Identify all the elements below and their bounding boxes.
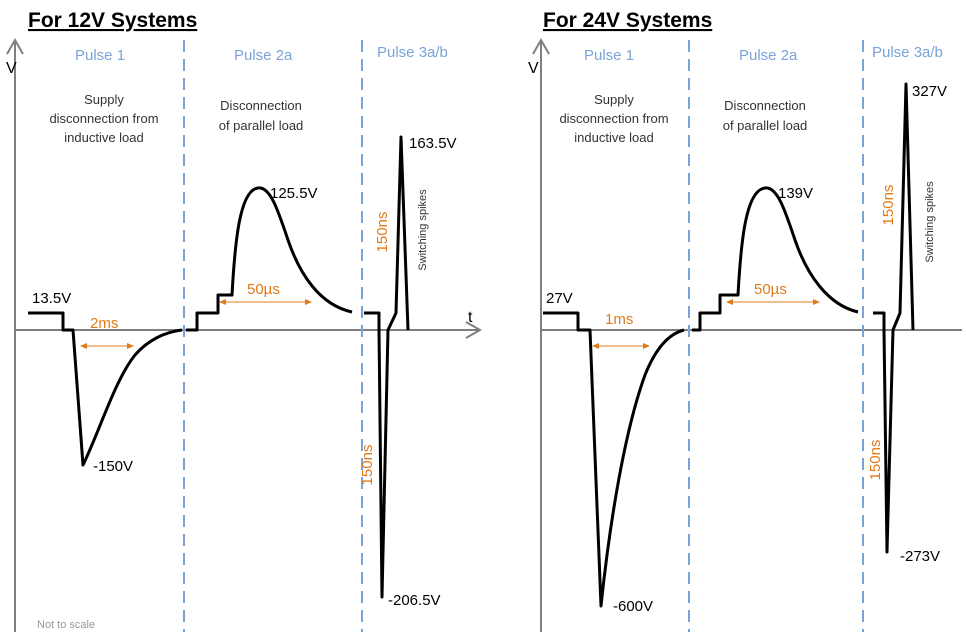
rise-time-label: 150ns — [374, 212, 391, 253]
panel-24v: For 24V Systems V Pulse 1 Pulse 2a Pulse… — [528, 9, 962, 632]
arrow-head — [80, 343, 87, 349]
pulse2-waveform — [186, 186, 353, 332]
panel-title: For 24V Systems — [543, 9, 712, 32]
pulse-label-2a: Pulse 2a — [234, 47, 293, 64]
baseline-value: 13.5V — [32, 290, 71, 307]
footnote: Not to scale — [37, 619, 95, 631]
pulse1-desc-line: disconnection from — [559, 111, 668, 126]
y-axis-label: V — [528, 60, 539, 77]
pulse1-desc-line: disconnection from — [49, 111, 158, 126]
fall-time-label: 150ns — [867, 440, 884, 481]
pulse1-desc-line: inductive load — [574, 130, 654, 145]
switching-spikes-label: Switching spikes — [924, 181, 936, 263]
pulse-label-1: Pulse 1 — [584, 47, 634, 64]
pulse1-duration-label: 2ms — [90, 315, 118, 332]
pulse3-min-value: -273V — [900, 548, 940, 565]
pulse3-min-value: -206.5V — [388, 592, 441, 609]
pulse2-desc-line: Disconnection — [220, 98, 302, 113]
pulse2-waveform — [692, 186, 859, 332]
pulse1-desc-line: Supply — [594, 92, 634, 107]
pulse1-duration-label: 1ms — [605, 311, 633, 328]
pulse2-desc-line: of parallel load — [723, 118, 808, 133]
pulse1-min-value: -600V — [613, 598, 653, 615]
rise-time-label: 150ns — [880, 185, 897, 226]
arrow-head — [643, 343, 650, 349]
pulse2-desc-line: of parallel load — [219, 118, 304, 133]
fall-time-label: 150ns — [359, 445, 376, 486]
switching-spikes-label: Switching spikes — [417, 189, 429, 271]
baseline-value: 27V — [546, 290, 573, 307]
panel-12v: For 12V Systems V t Pulse 1 Pulse 2a Pul… — [6, 9, 483, 632]
pulse2-duration-label: 50µs — [754, 281, 787, 298]
pulse2-duration-label: 50µs — [247, 281, 280, 298]
y-axis-arrow — [6, 37, 24, 55]
x-axis-label: t — [468, 309, 473, 326]
x-axis-arrow — [465, 321, 483, 339]
pulse2-desc-line: Disconnection — [724, 98, 806, 113]
y-axis-label: V — [6, 60, 17, 77]
pulse-label-3ab: Pulse 3a/b — [872, 44, 943, 61]
pulse2-peak-value: 139V — [778, 185, 813, 202]
arrow-head — [305, 299, 312, 305]
pulse-label-3ab: Pulse 3a/b — [377, 44, 448, 61]
pulse1-waveform — [28, 311, 183, 467]
arrow-head — [127, 343, 134, 349]
arrow-head — [592, 343, 599, 349]
pulse3-peak-value: 163.5V — [409, 135, 457, 152]
y-axis-arrow — [532, 37, 550, 55]
pulse1-waveform — [543, 311, 685, 608]
pulse3-waveform — [364, 135, 410, 599]
pulse3-peak-value: 327V — [912, 83, 947, 100]
pulse1-desc-line: Supply — [84, 92, 124, 107]
arrow-head — [813, 299, 820, 305]
pulse1-desc-line: inductive load — [64, 130, 144, 145]
arrow-head — [726, 299, 733, 305]
pulse3-waveform — [873, 82, 915, 554]
pulse2-peak-value: 125.5V — [270, 185, 318, 202]
panel-title: For 12V Systems — [28, 9, 197, 32]
pulse-label-2a: Pulse 2a — [739, 47, 798, 64]
arrow-head — [219, 299, 226, 305]
pulse1-min-value: -150V — [93, 458, 133, 475]
pulse-label-1: Pulse 1 — [75, 47, 125, 64]
